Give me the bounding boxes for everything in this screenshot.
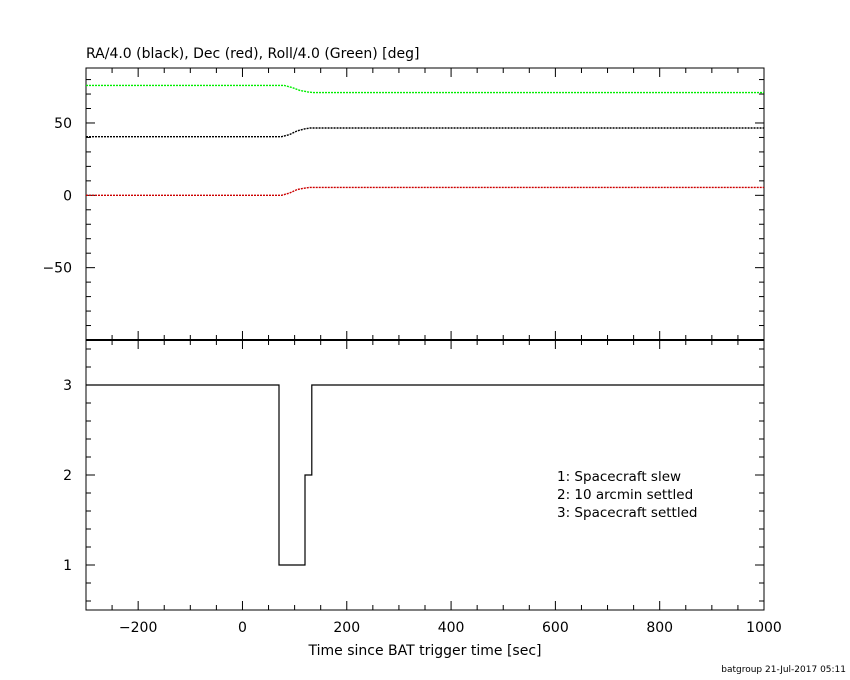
x-tick-label: 200 <box>333 620 360 636</box>
panel-1-series-1-line <box>86 127 764 138</box>
legend-line-3: 3: Spacecraft settled <box>557 505 697 521</box>
x-tick-label: 800 <box>646 620 673 636</box>
x-tick-label: 600 <box>542 620 569 636</box>
legend-line-2: 2: 10 arcmin settled <box>557 487 693 503</box>
panel-2-series-1-line <box>86 384 764 566</box>
x-tick-label: 0 <box>238 620 247 636</box>
legend-line-1: 1: Spacecraft slew <box>557 469 681 485</box>
panel-2-y-tick-label: 3 <box>63 378 72 394</box>
chart-ticks <box>85 68 765 610</box>
top-panel-title: RA/4.0 (black), Dec (red), Roll/4.0 (Gre… <box>86 46 419 62</box>
panel-1-y-tick-label: 0 <box>63 188 72 204</box>
footer-credit: batgroup 21-Jul-2017 05:11 <box>721 665 846 675</box>
panel-1-series-3-line <box>86 84 764 94</box>
panel-1-y-tick-label: 50 <box>54 116 72 132</box>
panel-1-y-tick-label: −50 <box>42 261 72 277</box>
x-axis-label: Time since BAT trigger time [sec] <box>308 643 542 659</box>
chart-text: RA/4.0 (black), Dec (red), Roll/4.0 (Gre… <box>42 46 846 675</box>
panel-2-y-tick-label: 2 <box>63 468 72 484</box>
x-tick-label: −200 <box>119 620 157 636</box>
x-tick-label: 400 <box>438 620 465 636</box>
chart-series <box>86 84 764 566</box>
panel-1-frame <box>85 67 765 341</box>
panel-2-y-tick-label: 1 <box>63 558 72 574</box>
x-tick-label: 1000 <box>746 620 782 636</box>
panel-1-series-2-line <box>86 186 764 197</box>
